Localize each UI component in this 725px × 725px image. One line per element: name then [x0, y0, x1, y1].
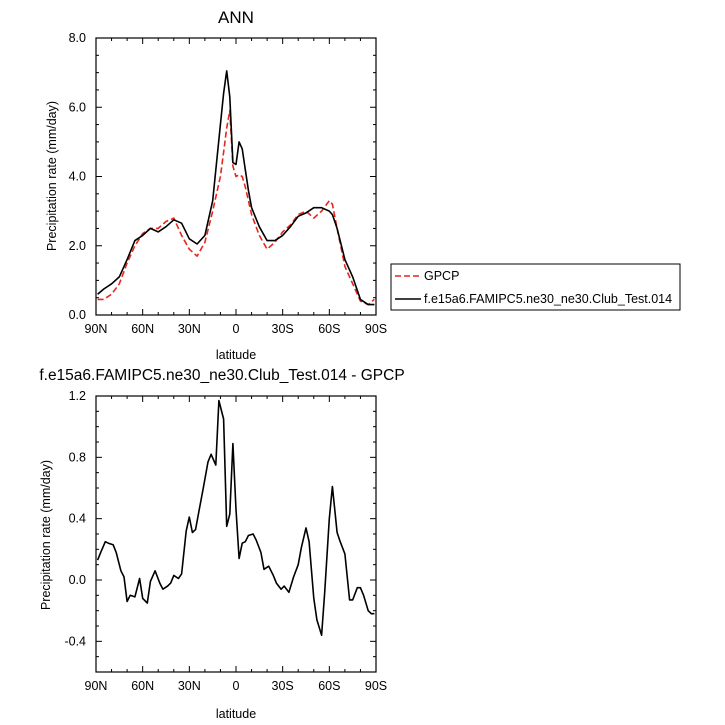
- chart-title: ANN: [218, 8, 254, 27]
- x-tick-label: 60N: [131, 322, 154, 336]
- x-tick-label: 90N: [85, 322, 108, 336]
- y-tick-label: 4.0: [69, 170, 86, 184]
- x-tick-label: 30N: [178, 679, 201, 693]
- legend-box: [390, 263, 681, 311]
- x-tick-label: 60N: [131, 679, 154, 693]
- x-tick-label: 0: [233, 322, 240, 336]
- top-panel: ANN 90N 60N 30N 0 30S 60S 90S 0.0 2.0 4.0 6.0 8.0 l…: [45, 8, 387, 362]
- y-tick-label: 0.8: [69, 450, 86, 464]
- x-tick-label: 90S: [365, 679, 387, 693]
- plot-frame: [95, 395, 377, 673]
- y-tick-label: -0.4: [64, 634, 86, 648]
- x-tick-label: 30S: [272, 679, 294, 693]
- y-axis-label: Precipitation rate (mm/day): [39, 460, 53, 610]
- x-tick-label: 30S: [272, 322, 294, 336]
- x-tick-label: 30N: [178, 322, 201, 336]
- x-axis-label: latitude: [216, 707, 256, 721]
- legend-label-model: f.e15a6.FAMIPC5.ne30_ne30.Club_Test.014: [424, 292, 672, 306]
- y-tick-label: 8.0: [69, 31, 86, 45]
- x-tick-label: 0: [233, 679, 240, 693]
- y-tick-label: 6.0: [69, 100, 86, 114]
- y-tick-label: 0.0: [69, 308, 86, 322]
- series-line-0: [96, 399, 375, 637]
- series-line-1: [97, 70, 375, 306]
- x-axis-label: latitude: [216, 348, 256, 362]
- y-tick-label: 0.0: [69, 573, 86, 587]
- y-tick-label: 2.0: [69, 239, 86, 253]
- y-tick-label: 0.4: [69, 512, 86, 526]
- legend-label-gpcp: GPCP: [424, 269, 459, 283]
- plot-area: 90N 60N 30N 0 30S 60S 90S -0.4 0.0 0.4 0.8 1.2: [64, 389, 387, 693]
- series-line-0: [97, 109, 375, 306]
- y-axis-label: Precipitation rate (mm/day): [45, 101, 59, 251]
- y-tick-label: 1.2: [69, 389, 86, 403]
- plot-area: 90N 60N 30N 0 30S 60S 90S 0.0 2.0 4.0 6.0 8.0: [69, 31, 388, 336]
- x-tick-label: 60S: [318, 322, 340, 336]
- bottom-panel: f.e15a6.FAMIPC5.ne30_ne30.Club_Test.014 …: [39, 367, 405, 721]
- x-tick-label: 60S: [318, 679, 340, 693]
- legend: GPCP f.e15a6.FAMIPC5.ne30_ne30.Club_Test…: [390, 263, 681, 311]
- x-tick-label: 90S: [365, 322, 387, 336]
- x-tick-label: 90N: [85, 679, 108, 693]
- chart-title: f.e15a6.FAMIPC5.ne30_ne30.Club_Test.014 …: [39, 367, 404, 384]
